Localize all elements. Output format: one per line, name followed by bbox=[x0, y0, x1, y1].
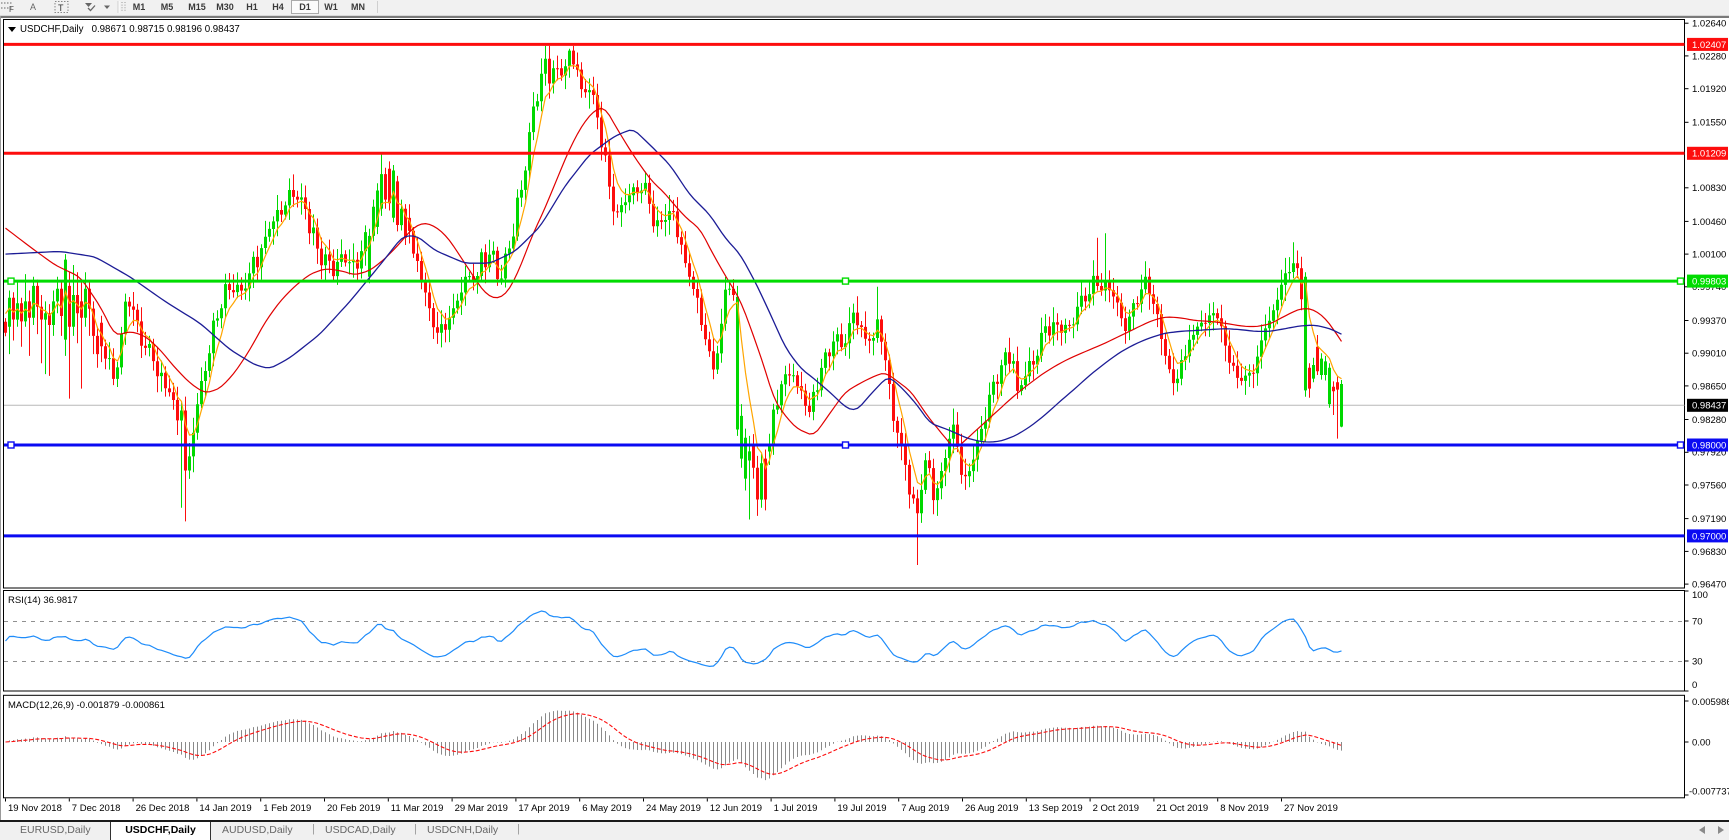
svg-text:20 Feb 2019: 20 Feb 2019 bbox=[327, 803, 380, 814]
svg-text:29 Mar 2019: 29 Mar 2019 bbox=[455, 803, 508, 814]
svg-text:0.97190: 0.97190 bbox=[1692, 514, 1726, 525]
svg-text:0.99010: 0.99010 bbox=[1692, 349, 1726, 360]
svg-text:6 May 2019: 6 May 2019 bbox=[582, 803, 632, 814]
svg-text:-0.007737: -0.007737 bbox=[1689, 787, 1729, 798]
svg-text:0.00: 0.00 bbox=[1692, 737, 1711, 748]
svg-text:1 Jul 2019: 1 Jul 2019 bbox=[774, 803, 818, 814]
svg-text:30: 30 bbox=[1692, 656, 1703, 667]
svg-text:F: F bbox=[9, 5, 14, 14]
svg-text:1.02280: 1.02280 bbox=[1692, 51, 1726, 62]
svg-text:26 Dec 2018: 26 Dec 2018 bbox=[136, 803, 190, 814]
svg-text:70: 70 bbox=[1692, 616, 1703, 627]
svg-text:7 Aug 2019: 7 Aug 2019 bbox=[901, 803, 949, 814]
svg-text:2 Oct 2019: 2 Oct 2019 bbox=[1093, 803, 1139, 814]
svg-text:0.98437: 0.98437 bbox=[1692, 401, 1726, 412]
svg-text:A: A bbox=[30, 2, 36, 12]
svg-text:8 Nov 2019: 8 Nov 2019 bbox=[1220, 803, 1269, 814]
svg-text:0.97920: 0.97920 bbox=[1692, 448, 1726, 459]
svg-text:0.97000: 0.97000 bbox=[1692, 531, 1726, 542]
svg-text:1.01550: 1.01550 bbox=[1692, 118, 1726, 129]
svg-text:0.97560: 0.97560 bbox=[1692, 480, 1726, 491]
svg-text:13 Sep 2019: 13 Sep 2019 bbox=[1029, 803, 1083, 814]
svg-text:1.01209: 1.01209 bbox=[1692, 149, 1726, 160]
svg-text:21 Oct 2019: 21 Oct 2019 bbox=[1156, 803, 1208, 814]
svg-text:0.96830: 0.96830 bbox=[1692, 547, 1726, 558]
svg-text:0.99740: 0.99740 bbox=[1692, 282, 1726, 293]
svg-text:100: 100 bbox=[1692, 590, 1708, 601]
svg-text:17 Apr 2019: 17 Apr 2019 bbox=[518, 803, 569, 814]
svg-text:0.98280: 0.98280 bbox=[1692, 415, 1726, 426]
svg-text:1.00460: 1.00460 bbox=[1692, 217, 1726, 228]
svg-text:0.99803: 0.99803 bbox=[1692, 277, 1726, 288]
svg-text:1 Feb 2019: 1 Feb 2019 bbox=[263, 803, 311, 814]
svg-text:24 May 2019: 24 May 2019 bbox=[646, 803, 701, 814]
svg-text:0.96470: 0.96470 bbox=[1692, 580, 1726, 591]
svg-text:RSI(14) 36.9817: RSI(14) 36.9817 bbox=[8, 595, 78, 606]
svg-text:19 Jul 2019: 19 Jul 2019 bbox=[837, 803, 886, 814]
svg-text:1.01920: 1.01920 bbox=[1692, 84, 1726, 95]
svg-text:7 Dec 2018: 7 Dec 2018 bbox=[72, 803, 121, 814]
svg-text:MACD(12,26,9) -0.001879 -0.000: MACD(12,26,9) -0.001879 -0.000861 bbox=[8, 700, 165, 711]
svg-text:14 Jan 2019: 14 Jan 2019 bbox=[199, 803, 251, 814]
svg-text:0: 0 bbox=[1692, 680, 1697, 691]
svg-text:27 Nov 2019: 27 Nov 2019 bbox=[1284, 803, 1338, 814]
svg-text:1.00100: 1.00100 bbox=[1692, 250, 1726, 261]
svg-text:11 Mar 2019: 11 Mar 2019 bbox=[391, 803, 444, 814]
svg-text:T: T bbox=[58, 3, 64, 13]
svg-text:0.98000: 0.98000 bbox=[1692, 440, 1726, 451]
svg-text:1.00830: 1.00830 bbox=[1692, 183, 1726, 194]
svg-text:0.98650: 0.98650 bbox=[1692, 381, 1726, 392]
svg-text:26 Aug 2019: 26 Aug 2019 bbox=[965, 803, 1018, 814]
svg-text:19 Nov 2018: 19 Nov 2018 bbox=[8, 803, 62, 814]
svg-text:1.02407: 1.02407 bbox=[1692, 40, 1726, 51]
svg-text:12 Jun 2019: 12 Jun 2019 bbox=[710, 803, 762, 814]
svg-text:0.005986: 0.005986 bbox=[1692, 697, 1729, 708]
svg-text:USDCHF,Daily 0.98671 0.98715: USDCHF,Daily 0.98671 0.98715 0.98196 0.9… bbox=[20, 24, 240, 35]
svg-text:0.99370: 0.99370 bbox=[1692, 316, 1726, 327]
svg-text:1.02640: 1.02640 bbox=[1692, 19, 1726, 30]
